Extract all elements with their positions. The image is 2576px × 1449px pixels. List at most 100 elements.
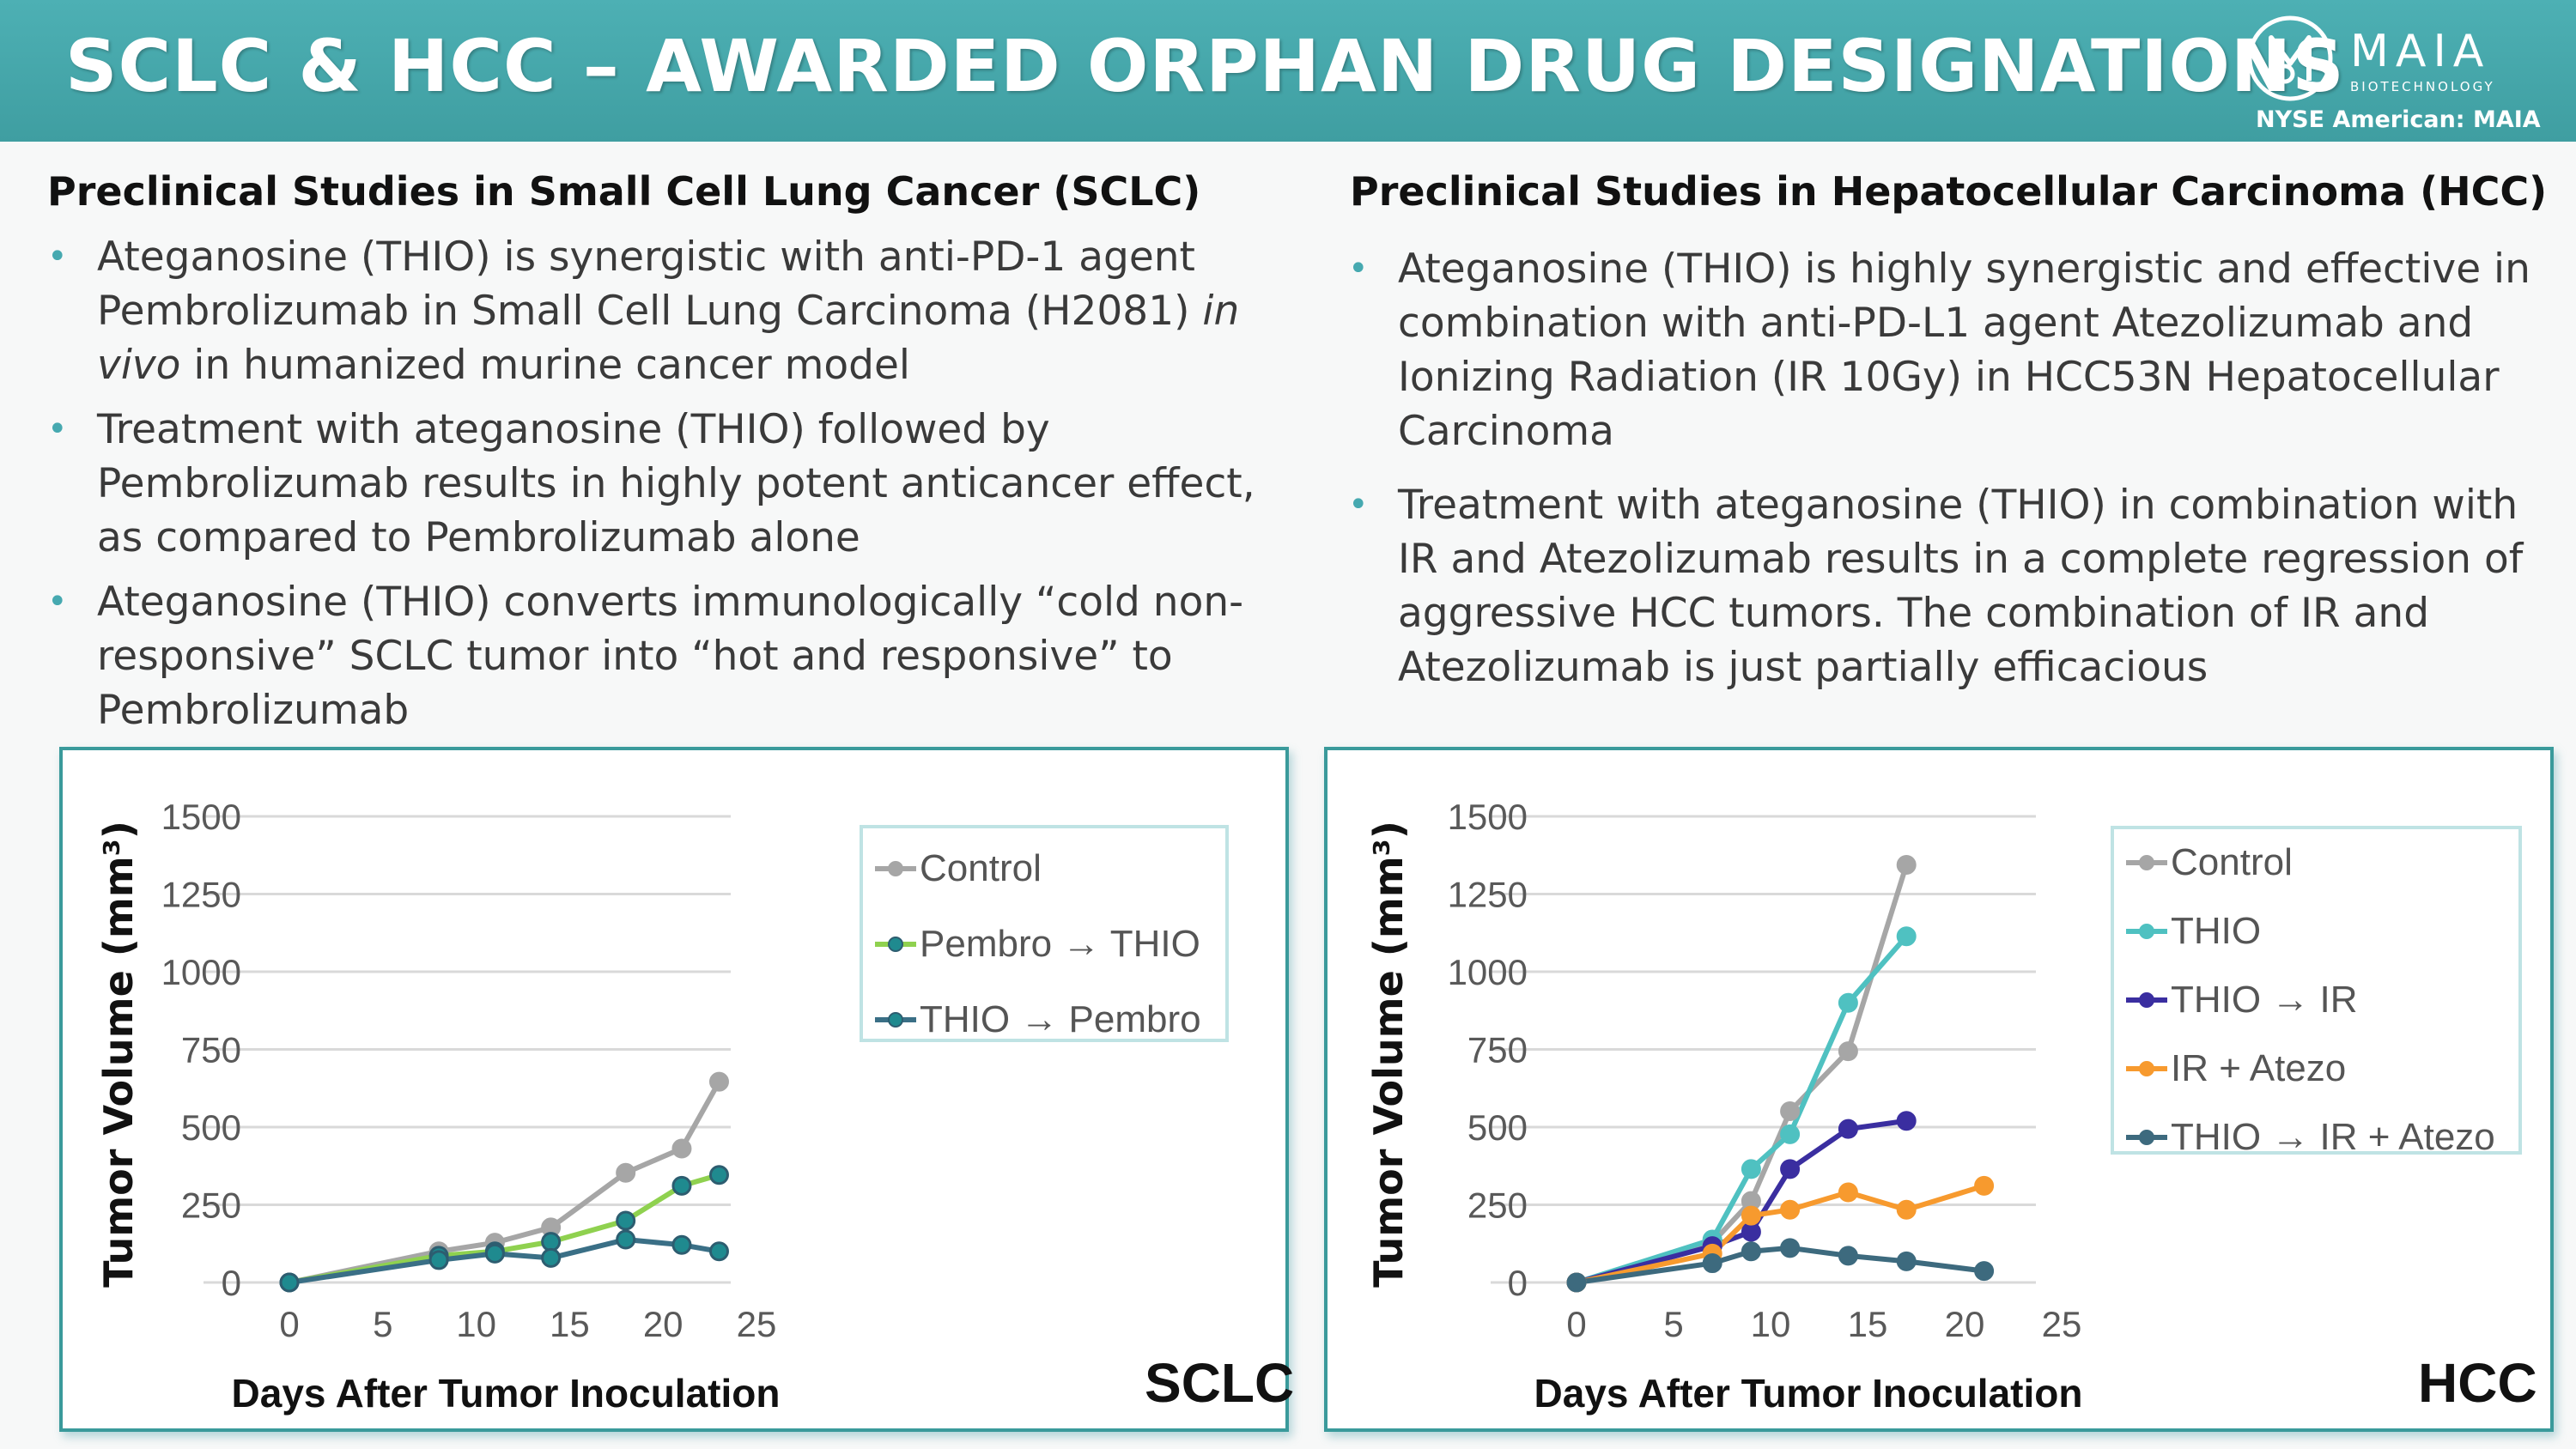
legend-swatch-icon: [875, 861, 916, 876]
bullet-icon: •: [1348, 249, 1369, 288]
data-point: [1780, 1238, 1801, 1258]
x-axis-title: Days After Tumor Inoculation: [231, 1371, 781, 1416]
hcc-bullets: • Ateganosine (THIO) is highly synergist…: [1348, 242, 2530, 694]
data-point: [1741, 1159, 1761, 1179]
x-tick-label: 5: [1663, 1304, 1683, 1344]
bullet-line: responsive” SCLC tumor into “hot and res…: [97, 633, 1173, 680]
legend-item: Pembro → THIO: [875, 923, 1200, 966]
x-tick-label: 20: [1945, 1304, 1985, 1344]
data-point: [1838, 1182, 1858, 1203]
x-tick-label: 5: [373, 1304, 392, 1344]
x-axis-title: Days After Tumor Inoculation: [1534, 1371, 2083, 1416]
logo-subtext: BIOTECHNOLOGY: [2350, 79, 2495, 94]
bullet-icon: •: [47, 409, 68, 449]
hcc-chart: 0 250 500 750 1000 1250 1500 0 5 10 15 20 25 Control…: [1324, 747, 2554, 1432]
exchange-ticker: NYSE American: MAIA: [2256, 106, 2541, 133]
legend-swatch-icon: [2126, 855, 2167, 870]
chart-tag: SCLC: [1145, 1352, 1295, 1414]
legend-item: THIO → IR + Atezo: [2126, 1116, 2495, 1159]
data-point: [1896, 854, 1917, 875]
sclc-bullet-2: • Treatment with ateganosine (THIO) foll…: [47, 403, 1255, 565]
x-tick-label: 20: [643, 1304, 683, 1344]
y-tick-label: 1500: [161, 797, 241, 837]
title-banner: SCLC & HCC – AWARDED ORPHAN DRUG DESIGNA…: [0, 0, 2576, 142]
sclc-chart: 0 250 500 750 1000 1250 1500 0 5 10 15 20 25 Control…: [59, 747, 1294, 1432]
data-point: [1896, 1251, 1917, 1271]
data-point: [1896, 926, 1917, 947]
data-point: [1896, 1111, 1917, 1131]
bullet-line: vivo in humanized murine cancer model: [97, 338, 1255, 392]
x-tick-label: 15: [1848, 1304, 1888, 1344]
data-point: [1566, 1272, 1587, 1293]
data-point: [616, 1229, 636, 1250]
data-point: [708, 1071, 729, 1092]
data-point: [1974, 1261, 1995, 1282]
sclc-bullets: • Ateganosine (THIO) is synergistic with…: [47, 230, 1255, 737]
legend-label: THIO → Pembro: [920, 998, 1201, 1040]
y-tick-label: 500: [1467, 1107, 1528, 1148]
sclc-chart-plot: 0 250 500 750 1000 1250 1500 0 5 10 15 20 25: [161, 797, 777, 1344]
y-tick-label: 1500: [1448, 797, 1528, 837]
bullet-text: in humanized murine cancer model: [180, 342, 910, 389]
bullet-icon: •: [47, 237, 68, 276]
data-point: [1838, 1041, 1858, 1062]
legend-item: Control: [875, 847, 1042, 890]
data-point: [1780, 1159, 1801, 1179]
x-tick-label: 25: [737, 1304, 777, 1344]
data-point: [1838, 992, 1858, 1013]
legend-swatch-icon: [2126, 992, 2167, 1008]
sclc-bullet-1: • Ateganosine (THIO) is synergistic with…: [47, 230, 1255, 392]
x-tick-label: 15: [550, 1304, 590, 1344]
sclc-bullet-3: • Ateganosine (THIO) converts immunologi…: [47, 575, 1255, 737]
bullet-line: Treatment with ateganosine (THIO) in com…: [1398, 482, 2518, 529]
bullet-line: Ateganosine (THIO) is synergistic with a…: [97, 233, 1195, 281]
legend-label: IR + Atezo: [2171, 1047, 2347, 1089]
y-tick-label: 1250: [161, 875, 241, 915]
legend-swatch-icon: [2126, 1061, 2167, 1076]
x-tick-label: 10: [456, 1304, 496, 1344]
bullet-line: Pembrolizumab: [97, 687, 410, 734]
series-line: [1576, 864, 1910, 1285]
logo-text: MAIA: [2350, 26, 2491, 77]
bullet-line: Ateganosine (THIO) converts immunologica…: [97, 579, 1244, 626]
legend-label: Pembro → THIO: [920, 923, 1200, 965]
bullet-line: Pembrolizumab in Small Cell Lung Carcino…: [97, 284, 1255, 338]
page-title: SCLC & HCC – AWARDED ORPHAN DRUG DESIGNA…: [65, 24, 2345, 108]
y-tick-label: 1000: [161, 952, 241, 992]
data-point: [428, 1250, 449, 1270]
bullet-line: combination with anti-PD-L1 agent Atezol…: [1398, 300, 2474, 347]
data-point: [1780, 1124, 1801, 1144]
x-tick-label: 0: [279, 1304, 299, 1344]
data-point: [484, 1243, 505, 1264]
data-point: [671, 1138, 692, 1159]
y-axis-title: Tumor Volume (mm³): [1365, 821, 1412, 1288]
legend-swatch-icon: [875, 937, 916, 952]
x-tick-label: 0: [1566, 1304, 1586, 1344]
data-point: [279, 1272, 300, 1293]
hcc-chart-plot: 0 250 500 750 1000 1250 1500 0 5 10 15 20 25: [1448, 797, 2082, 1344]
x-tick-label: 10: [1751, 1304, 1791, 1344]
sclc-chart-legend: Control Pembro → THIO THIO → Pembro: [860, 825, 1229, 1042]
y-tick-label: 1250: [1448, 875, 1528, 915]
bullet-icon: •: [1348, 485, 1369, 524]
bullet-line: aggressive HCC tumors. The combination o…: [1398, 590, 2430, 637]
y-tick-label: 750: [181, 1030, 241, 1070]
data-point: [1896, 1199, 1917, 1220]
bullet-line: as compared to Pembrolizumab alone: [97, 514, 860, 561]
data-point: [616, 1210, 636, 1231]
y-tick-label: 750: [1467, 1030, 1528, 1070]
data-point: [708, 1165, 729, 1185]
hcc-heading: Preclinical Studies in Hepatocellular Ca…: [1350, 168, 2548, 215]
data-point: [541, 1247, 562, 1268]
data-point: [616, 1162, 636, 1183]
y-tick-label: 250: [181, 1185, 241, 1226]
y-axis-title: Tumor Volume (mm³): [95, 821, 142, 1288]
data-point: [1838, 1246, 1858, 1266]
bullet-line: Pembrolizumab results in highly potent a…: [97, 460, 1255, 507]
hcc-bullet-1: • Ateganosine (THIO) is highly synergist…: [1348, 242, 2530, 458]
data-point: [1838, 1119, 1858, 1139]
y-tick-label: 0: [1508, 1263, 1528, 1303]
maia-logo: MAIA BIOTECHNOLOGY: [2245, 14, 2555, 134]
data-point: [541, 1232, 562, 1252]
hcc-chart-legend: Control THIO THIO → IR IR + Atezo THIO → IR …: [2111, 826, 2522, 1158]
